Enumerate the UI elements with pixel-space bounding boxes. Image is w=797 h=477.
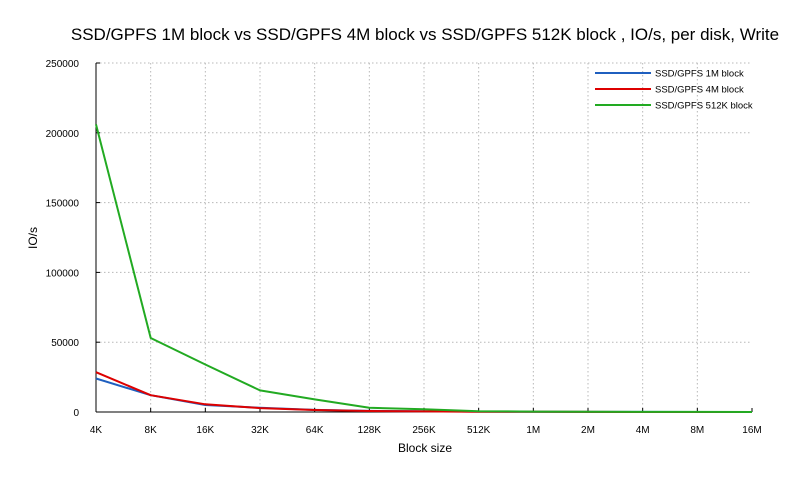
y-tick-label: 150000 xyxy=(46,199,80,210)
legend: SSD/GPFS 1M block SSD/GPFS 4M block SSD/GP… xyxy=(595,69,753,112)
y-tick-label: 250000 xyxy=(46,59,80,70)
x-tick-label: 4K xyxy=(90,425,103,436)
x-tick-label: 256K xyxy=(412,425,436,436)
x-tick-label: 64K xyxy=(306,425,324,436)
x-tick-label: 8M xyxy=(690,425,704,436)
y-tick-label: 200000 xyxy=(46,129,80,140)
x-tick-label: 4M xyxy=(636,425,650,436)
x-tick-label: 32K xyxy=(251,425,269,436)
series xyxy=(95,124,753,413)
y-axis-label: IO/s xyxy=(26,227,40,249)
chart-title: SSD/GPFS 1M block vs SSD/GPFS 4M block v… xyxy=(71,25,779,44)
legend-label: SSD/GPFS 1M block xyxy=(655,69,744,80)
legend-label: SSD/GPFS 512K block xyxy=(655,101,753,112)
x-tick-label: 8K xyxy=(145,425,158,436)
x-tick-label: 512K xyxy=(467,425,491,436)
y-tick-label: 0 xyxy=(73,408,79,419)
x-tick-label: 1M xyxy=(526,425,540,436)
x-ticks: 4K 8K 16K 32K 64K 128K 256K 512K 1M 2M 4M 8M 16M xyxy=(90,408,762,436)
x-tick-label: 2M xyxy=(581,425,595,436)
y-tick-label: 50000 xyxy=(51,338,79,349)
y-tick-label: 100000 xyxy=(46,268,80,279)
x-axis-label: Block size xyxy=(398,441,452,455)
legend-label: SSD/GPFS 4M block xyxy=(655,85,744,96)
x-tick-label: 16K xyxy=(196,425,214,436)
series-line-2 xyxy=(95,124,753,413)
y-ticks: 0 50000 100000 150000 200000 250000 xyxy=(46,59,100,419)
x-tick-label: 128K xyxy=(358,425,382,436)
grid xyxy=(96,62,752,412)
x-tick-label: 16M xyxy=(742,425,761,436)
